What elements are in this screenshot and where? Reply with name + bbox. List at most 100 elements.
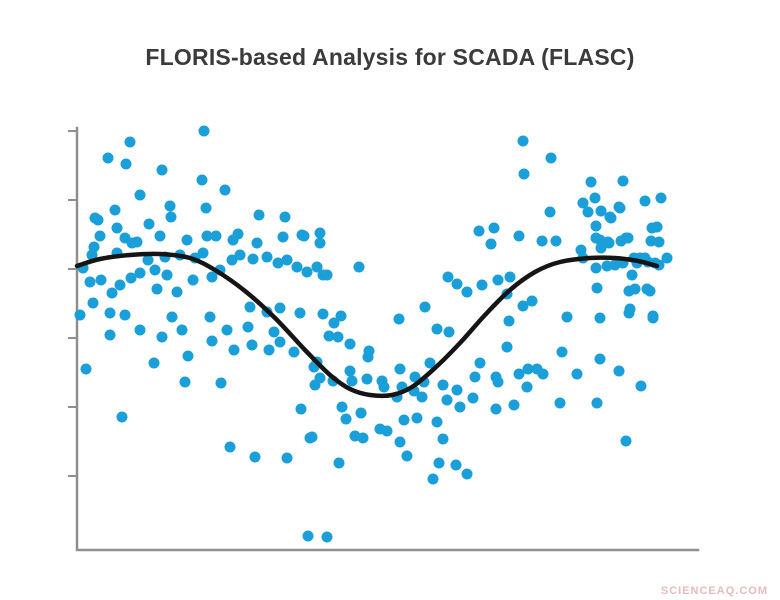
scatter-point — [431, 323, 443, 335]
scatter-point — [622, 232, 634, 244]
scatter-point — [437, 379, 449, 391]
scatter-point — [187, 274, 199, 286]
scatter-point — [617, 175, 629, 187]
scatter-point — [321, 531, 333, 543]
scatter-point — [537, 368, 549, 380]
scatter-point — [344, 365, 356, 377]
scatter-point — [394, 363, 406, 375]
scatter-point — [210, 230, 222, 242]
scatter-point — [393, 313, 405, 325]
scatter-point — [301, 266, 313, 278]
axes — [68, 126, 700, 552]
scatter-point — [492, 376, 504, 388]
scatter-point — [590, 262, 602, 274]
scatter-point — [437, 433, 449, 445]
scatter-point — [156, 164, 168, 176]
scatter-point — [182, 350, 194, 362]
scatter-point — [521, 381, 533, 393]
scatter-point — [323, 330, 335, 342]
scatter-point — [629, 283, 641, 295]
scatter-point — [644, 285, 656, 297]
scatter-point — [224, 441, 236, 453]
scatter-point — [134, 189, 146, 201]
scatter-point — [119, 309, 131, 321]
scatter-point — [242, 321, 254, 333]
scatter-point — [142, 254, 154, 266]
scatter-point — [274, 302, 286, 314]
scatter-point — [517, 300, 529, 312]
scatter-point — [381, 425, 393, 437]
scatter-point — [513, 368, 525, 380]
scatter-point — [268, 326, 280, 338]
scatter-point — [148, 357, 160, 369]
scatter-point — [577, 197, 589, 209]
scatter-point — [134, 324, 146, 336]
scatter-point — [488, 222, 500, 234]
scatter-point — [281, 452, 293, 464]
scatter-point — [571, 368, 583, 380]
scatter-point — [474, 357, 486, 369]
scatter-point — [346, 375, 358, 387]
scatter-point — [561, 311, 573, 323]
scatter-point — [154, 230, 166, 242]
scatter-point — [431, 416, 443, 428]
scatter-point — [661, 252, 673, 264]
scatter-point — [206, 271, 218, 283]
scatter-point — [314, 372, 326, 384]
scatter-point — [201, 230, 213, 242]
scatter-point — [353, 261, 365, 273]
scatter-point — [294, 307, 306, 319]
scatter-point — [476, 279, 488, 291]
scatter-point — [582, 206, 594, 218]
scatter-point — [244, 301, 256, 313]
scatter-point — [585, 176, 597, 188]
scatter-point — [635, 380, 647, 392]
scatter-point — [461, 468, 473, 480]
scatter-point — [626, 269, 638, 281]
scatter-point — [176, 324, 188, 336]
scatter-point — [469, 371, 481, 383]
scatter-point — [249, 451, 261, 463]
scatter-point — [306, 431, 318, 443]
scatter-point — [317, 308, 329, 320]
scatter-point — [228, 344, 240, 356]
scatter-point — [639, 195, 651, 207]
scatter-point — [109, 204, 121, 216]
scatter-point — [554, 397, 566, 409]
scatter-point — [321, 269, 333, 281]
scatter-point — [504, 271, 516, 283]
scatter-point — [427, 473, 439, 485]
scatter-point — [645, 235, 657, 247]
scatter-point — [134, 267, 146, 279]
scatter-point — [143, 218, 155, 230]
scatter-point — [151, 283, 163, 295]
scatter-point — [281, 254, 293, 266]
scatter-point — [378, 381, 390, 393]
scatter-point — [246, 339, 258, 351]
scatter-point — [314, 237, 326, 249]
scatter-point — [411, 412, 423, 424]
scatter-point — [125, 272, 137, 284]
scatter-point — [196, 174, 208, 186]
scatter-point — [206, 335, 218, 347]
scatter-point — [131, 236, 143, 248]
scatter-point — [594, 353, 606, 365]
scatter-point — [74, 309, 86, 321]
scatter-point — [522, 363, 534, 375]
scatter-point — [653, 236, 665, 248]
scatter-point — [333, 457, 345, 469]
scatter-point — [291, 261, 303, 273]
scatter-point — [357, 432, 369, 444]
scatter-point — [442, 271, 454, 283]
scatter-point — [624, 303, 636, 315]
scatter-point — [94, 230, 106, 242]
scatter-point — [314, 227, 326, 239]
scatter-point — [605, 212, 617, 224]
scatter-point — [171, 286, 183, 298]
chart-title: FLORIS-based Analysis for SCADA (FLASC) — [145, 44, 635, 70]
scatter-point — [501, 341, 513, 353]
scatter-point — [409, 371, 421, 383]
scatter-point — [614, 202, 626, 214]
scatter-point — [361, 373, 373, 385]
scatter-point — [165, 211, 177, 223]
